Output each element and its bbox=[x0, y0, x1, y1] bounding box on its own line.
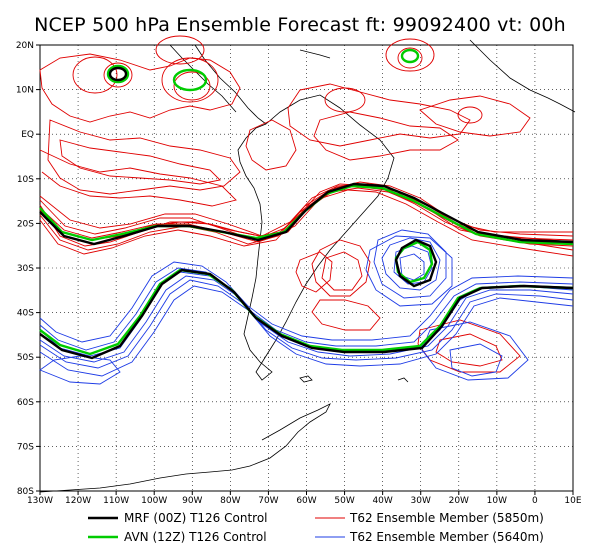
latitude-labels: 20N 10N EQ 10S 20S 30S 40S 50S 60S 70S 80S bbox=[16, 41, 34, 497]
map-title: NCEP 500 hPa Ensemble Forecast ft: 99092… bbox=[34, 14, 566, 36]
lat-label: 30S bbox=[17, 264, 34, 274]
lat-label: 80S bbox=[17, 487, 34, 497]
lon-label: 0 bbox=[532, 496, 538, 506]
lon-label: 40W bbox=[372, 496, 392, 506]
antarctic-peninsula bbox=[39, 403, 331, 493]
lon-label: 110W bbox=[103, 496, 129, 506]
central-america-coast-north bbox=[169, 44, 237, 113]
central-america-coast bbox=[194, 44, 267, 125]
lat-label: 20S bbox=[17, 219, 34, 229]
lat-label: 50S bbox=[17, 353, 34, 363]
coastlines bbox=[39, 39, 576, 493]
lat-label: 10S bbox=[17, 175, 34, 185]
legend-label-mrf: MRF (00Z) T126 Control bbox=[124, 511, 268, 525]
longitude-labels: 130W 120W 110W 100W 90W 80W 70W 60W 50W 40W 30W 20W… bbox=[27, 496, 582, 506]
legend-label-avn: AVN (12Z) T126 Control bbox=[124, 530, 267, 544]
blue-ensemble-contours bbox=[39, 229, 574, 385]
legend-label-blue: T62 Ensemble Member (5640m) bbox=[349, 530, 544, 544]
lon-label: 120W bbox=[65, 496, 91, 506]
lat-label: 40S bbox=[17, 309, 34, 319]
lon-label: 80W bbox=[220, 496, 240, 506]
lat-lon-grid bbox=[36, 44, 574, 495]
lon-label: 30W bbox=[411, 496, 431, 506]
lon-label: 10W bbox=[487, 496, 507, 506]
lat-label: 20N bbox=[16, 41, 34, 51]
lon-label: 10E bbox=[564, 496, 581, 506]
south-georgia bbox=[397, 377, 409, 383]
south-america-coast bbox=[237, 94, 395, 381]
lat-label: 70S bbox=[17, 442, 34, 452]
legend: MRF (00Z) T126 Control AVN (12Z) T126 Co… bbox=[88, 511, 544, 544]
lat-label: EQ bbox=[21, 130, 34, 140]
lat-label: 60S bbox=[17, 398, 34, 408]
lon-label: 100W bbox=[141, 496, 167, 506]
lon-label: 130W bbox=[27, 496, 53, 506]
falkland-islands bbox=[299, 375, 313, 383]
lon-label: 60W bbox=[296, 496, 316, 506]
mrf-control-contours bbox=[39, 66, 574, 360]
lon-label: 20W bbox=[449, 496, 469, 506]
lon-label: 90W bbox=[182, 496, 202, 506]
lon-label: 70W bbox=[258, 496, 278, 506]
legend-label-red: T62 Ensemble Member (5850m) bbox=[349, 511, 544, 525]
map-frame bbox=[39, 44, 574, 492]
caribbean-island bbox=[299, 49, 331, 59]
africa-coast bbox=[469, 39, 576, 113]
lon-label: 50W bbox=[334, 496, 354, 506]
lat-label: 10N bbox=[16, 86, 34, 96]
